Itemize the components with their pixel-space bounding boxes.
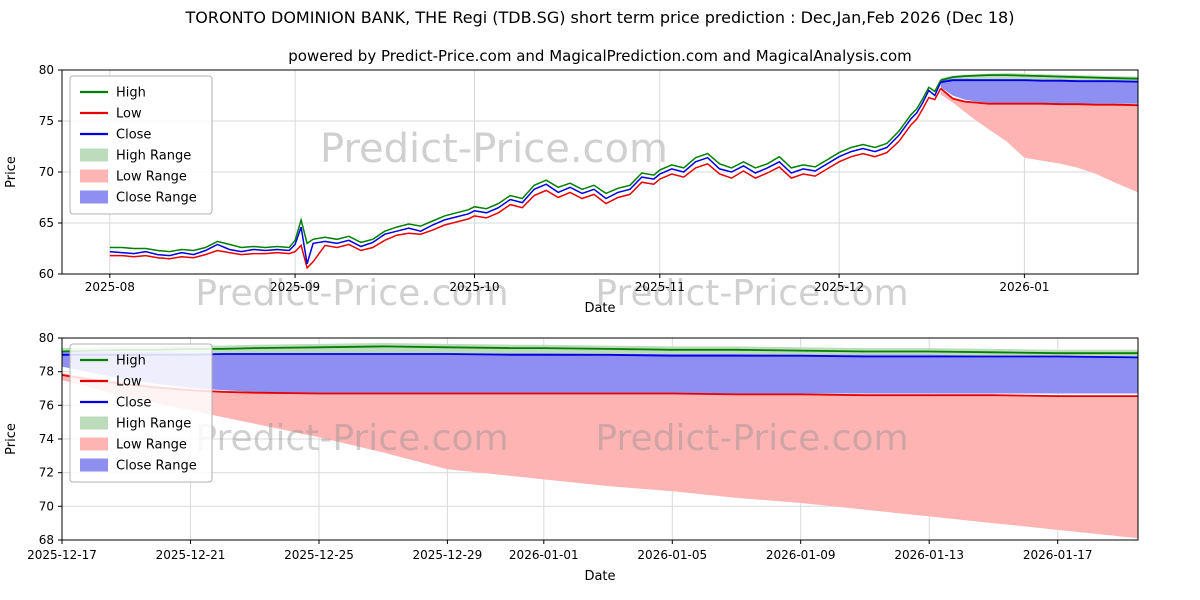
x-axis-label: Date [584,301,615,316]
forecast-high-line [940,74,1139,82]
legend-swatch-high-range [80,416,108,430]
legend-label: Close [116,128,151,143]
x-tick-label: 2025-11 [635,280,685,294]
y-tick-label: 80 [39,331,54,345]
x-tick-label: 2025-12-29 [413,548,483,562]
watermark: Predict-Price.com [320,126,668,172]
low-range-band [940,90,1138,193]
history-high-line [109,79,942,253]
legend-label: High [116,86,146,101]
y-tick-label: 75 [39,114,54,128]
y-tick-label: 80 [39,63,54,77]
close-range-band [62,352,1138,394]
x-tick-label: 2025-12-17 [27,548,97,562]
watermark: Predict-Price.com [195,273,508,314]
watermark: Predict-Price.com [595,273,908,314]
x-tick-label: 2025-12-25 [284,548,354,562]
x-tick-label: 2026-01-09 [766,548,836,562]
x-tick-label: 2026-01-05 [637,548,707,562]
x-tick-label: 2026-01 [999,280,1049,294]
chart-title: TORONTO DOMINION BANK, THE Regi (TDB.SG)… [185,8,1015,27]
y-tick-label: 70 [39,499,54,513]
x-tick-label: 2025-10 [449,280,499,294]
y-tick-label: 74 [39,432,54,446]
legend-label: High Range [116,417,191,432]
close-range-band [940,78,1138,104]
legend-label: Low [116,107,142,122]
history-close-line [109,81,942,265]
history-low-line [109,88,942,270]
low-range-band [62,373,1138,539]
y-tick-label: 76 [39,398,54,412]
watermark: Predict-Price.com [595,418,908,459]
x-axis-label: Date [584,569,615,584]
legend-swatch-close-range [80,190,108,204]
x-tick-label: 2025-12 [814,280,864,294]
y-tick-label: 72 [39,466,54,480]
legend-swatch-low-range [80,169,108,183]
forecast-zoom-chart: Predict-Price.com Predict-Price.com2025-1… [4,331,1139,584]
legend-label: Low Range [116,438,187,453]
legend-label: Close Range [116,459,197,474]
legend-label: Low [116,375,142,390]
chart-subtitle: powered by Predict-Price.com and Magical… [288,47,912,65]
x-tick-label: 2025-09 [270,280,320,294]
legend-swatch-high-range [80,148,108,162]
watermark: Predict-Price.com [195,418,508,459]
legend: High Low Close High Range Low Range Close Ran… [69,75,213,215]
y-axis-label: Price [4,156,19,188]
legend-label: Low Range [116,170,187,185]
forecast-low-line [940,87,1139,107]
legend-label: Close Range [116,191,197,206]
x-tick-label: 2026-01-13 [894,548,964,562]
legend: High Low Close High Range Low Range Close Ran… [69,343,213,483]
legend-label: High Range [116,149,191,164]
forecast-close-line [940,79,1139,84]
legend-label: High [116,354,146,369]
legend-swatch-close-range [80,458,108,472]
y-tick-label: 60 [39,267,54,281]
y-tick-label: 70 [39,165,54,179]
x-tick-label: 2025-12-21 [156,548,226,562]
y-axis-label: Price [4,423,19,455]
y-tick-label: 65 [39,216,54,230]
legend-swatch-low-range [80,437,108,451]
y-tick-label: 68 [39,533,54,547]
main-price-chart: Predict-Price.com Predict-Price.com Predic… [4,63,1139,316]
x-tick-label: 2025-08 [85,280,135,294]
legend-label: Close [116,396,151,411]
axis-ticks: 2025-12-17 2025-12-21 2025-12-25 2025-12-29… [27,331,1092,562]
y-tick-label: 78 [39,365,54,379]
x-tick-label: 2026-01-17 [1023,548,1093,562]
x-tick-label: 2026-01-01 [509,548,579,562]
axis-ticks: 2025-08 2025-09 2025-10 2025-11 2025-12 2026-… [39,63,1050,294]
